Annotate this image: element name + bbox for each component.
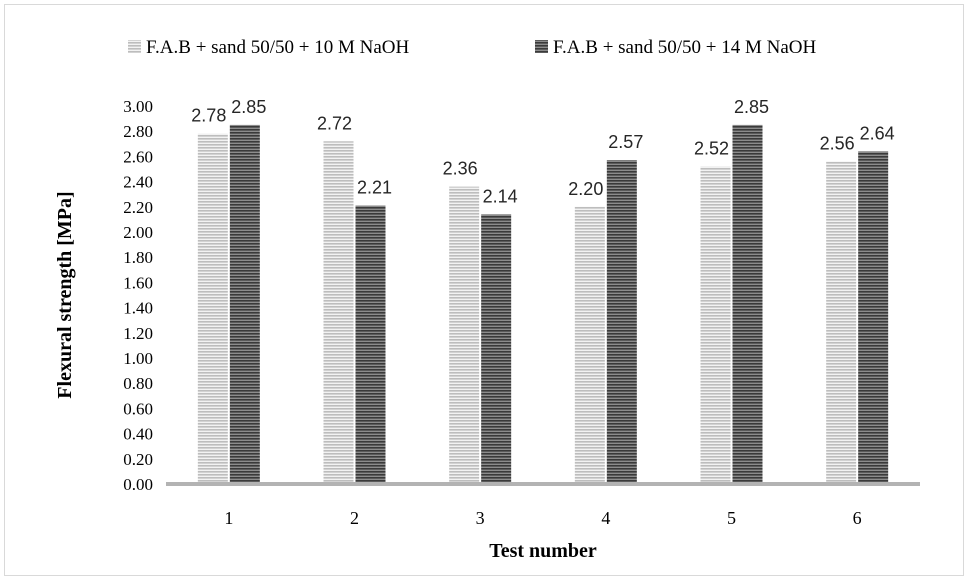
x-tick-label: 3 xyxy=(476,508,485,528)
data-label-series-2-test-5: 2.85 xyxy=(734,97,769,117)
x-tick-label: 6 xyxy=(853,508,862,528)
x-tick-label: 4 xyxy=(601,508,610,528)
y-tick-label: 0.80 xyxy=(123,374,153,393)
bar-series-1-test-4 xyxy=(574,206,605,485)
bar-series-2-test-3 xyxy=(481,214,512,485)
bar-series-2-test-6 xyxy=(858,151,889,485)
bar-series-1-test-6 xyxy=(826,161,857,484)
y-tick-label: 3.00 xyxy=(123,97,153,116)
bar-series-2-test-4 xyxy=(606,160,637,484)
data-label-series-2-test-6: 2.64 xyxy=(860,123,895,143)
y-tick-label: 2.20 xyxy=(123,198,153,217)
bar-series-2-test-2 xyxy=(355,205,386,485)
data-label-series-1-test-4: 2.20 xyxy=(568,179,603,199)
data-label-series-1-test-2: 2.72 xyxy=(317,113,352,133)
y-tick-label: 1.00 xyxy=(123,349,153,368)
x-axis-ticks: 1 2 3 4 5 6 xyxy=(224,508,861,528)
bar-series-2-test-1 xyxy=(229,124,260,485)
x-tick-label: 1 xyxy=(224,508,233,528)
data-label-series-2-test-2: 2.21 xyxy=(357,178,392,198)
y-tick-label: 1.80 xyxy=(123,248,153,267)
y-tick-label: 0.00 xyxy=(123,475,153,494)
data-label-series-2-test-4: 2.57 xyxy=(608,132,643,152)
y-tick-label: 2.60 xyxy=(123,147,153,166)
bar-series-1-test-5 xyxy=(700,166,731,485)
y-tick-label: 0.40 xyxy=(123,425,153,444)
bars xyxy=(197,124,889,485)
y-axis-title: Flexural strength [MPa] xyxy=(54,191,76,398)
bar-series-2-test-5 xyxy=(732,124,763,485)
y-tick-label: 2.40 xyxy=(123,173,153,192)
y-tick-label: 1.40 xyxy=(123,299,153,318)
legend-label-series-1: F.A.B + sand 50/50 + 10 M NaOH xyxy=(146,37,409,58)
legend-label-series-2: F.A.B + sand 50/50 + 14 M NaOH xyxy=(553,37,816,58)
y-tick-label: 0.60 xyxy=(123,399,153,418)
y-axis-ticks: 0.00 0.20 0.40 0.60 0.80 1.00 1.20 1.40 1.60 1.80… xyxy=(123,97,153,494)
data-labels: 2.78 2.852.722.212.362.14 2.202.57 2.522.85… xyxy=(191,97,894,206)
data-label-series-2-test-1: 2.85 xyxy=(231,97,266,117)
data-label-series-1-test-6: 2.56 xyxy=(820,133,855,153)
bar-series-1-test-3 xyxy=(449,186,480,484)
y-tick-label: 1.20 xyxy=(123,324,153,343)
bar-series-1-test-2 xyxy=(323,141,354,484)
data-label-series-2-test-3: 2.14 xyxy=(483,186,518,206)
data-label-series-1-test-1: 2.78 xyxy=(191,106,226,126)
y-tick-label: 1.60 xyxy=(123,273,153,292)
legend: F.A.B + sand 50/50 + 10 M NaOH F.A.B + s… xyxy=(128,37,816,58)
y-tick-label: 0.20 xyxy=(123,450,153,469)
x-tick-label: 5 xyxy=(727,508,736,528)
data-label-series-1-test-5: 2.52 xyxy=(694,138,729,158)
legend-swatch-series-2 xyxy=(535,40,548,53)
x-axis-title: Test number xyxy=(489,540,597,562)
x-tick-label: 2 xyxy=(350,508,359,528)
y-tick-label: 2.00 xyxy=(123,223,153,242)
data-label-series-1-test-3: 2.36 xyxy=(443,159,478,179)
y-tick-label: 2.80 xyxy=(123,122,153,141)
bar-series-1-test-1 xyxy=(197,133,228,484)
legend-swatch-series-1 xyxy=(128,40,141,53)
